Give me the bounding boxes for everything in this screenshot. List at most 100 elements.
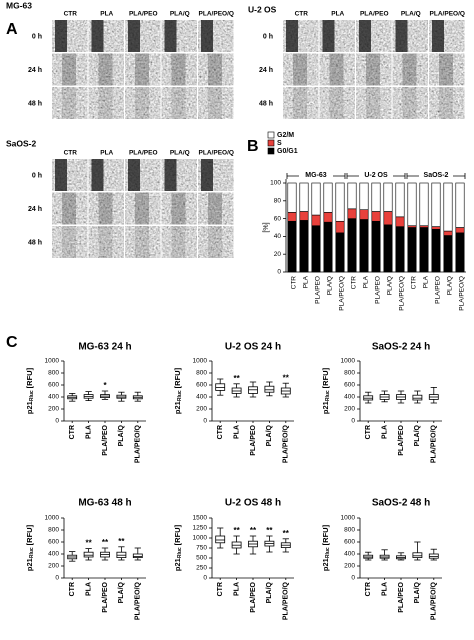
- x-tick-label: PLA/PEO/Q: [283, 424, 290, 463]
- bar-segment: [419, 227, 429, 273]
- y-tick-label: 250: [196, 565, 207, 572]
- wound-area: [208, 87, 222, 119]
- x-tick-label: PLA: [85, 582, 92, 596]
- y-tick-label: 400: [48, 394, 59, 401]
- wound-area: [135, 192, 149, 225]
- bar-segment: [311, 182, 321, 216]
- wound-area: [98, 87, 113, 119]
- micrograph: [161, 87, 197, 119]
- block-title: MG-63: [6, 0, 32, 10]
- row-label: 24 h: [28, 206, 42, 213]
- row-label: 24 h: [28, 67, 42, 74]
- y-label-unit: [RFU]: [321, 367, 330, 388]
- column-header: PLA/PEO: [129, 11, 158, 18]
- x-tick-label: PLA/PEO/Q: [431, 424, 438, 463]
- bar-segment: [443, 235, 453, 273]
- row-label: 0 h: [32, 34, 42, 41]
- wound-area: [171, 192, 186, 225]
- wound-area: [439, 53, 453, 86]
- x-tick-label: PLA: [85, 425, 92, 439]
- wound-area: [62, 192, 76, 225]
- x-tick-label: PLA/Q: [414, 581, 421, 603]
- y-axis-label: p21Rluc [RFU]: [173, 367, 183, 414]
- wound-area: [208, 53, 222, 86]
- x-tick-label: PLA: [381, 425, 388, 439]
- y-label-main: p21: [321, 558, 330, 571]
- column-header: CTR: [64, 11, 78, 18]
- y-tick-label: 800: [344, 527, 355, 534]
- box: [412, 394, 423, 401]
- x-tick-label: PLA/PEO: [250, 581, 257, 612]
- box: [215, 535, 226, 544]
- y-tick-label: 800: [344, 370, 355, 377]
- block-title: SaOS-2: [6, 138, 37, 148]
- y-tick-label: 600: [196, 382, 207, 389]
- row-label: 48 h: [28, 101, 42, 108]
- x-tick-label: PLA/Q: [266, 581, 273, 603]
- x-tick-label: PLA: [303, 275, 310, 288]
- y-label-subscript: Rluc: [29, 390, 35, 401]
- wound-area: [293, 87, 307, 119]
- y-label-unit: [RFU]: [321, 524, 330, 545]
- chart-title: SaOS-2 48 h: [372, 498, 430, 509]
- bar-segment: [359, 219, 369, 273]
- x-tick-label: PLA/PEO: [375, 276, 382, 304]
- bar-segment: [443, 230, 453, 236]
- y-tick-label: 200: [344, 406, 355, 413]
- y-tick-label: 1000: [341, 515, 356, 522]
- micrograph: [52, 192, 88, 225]
- bar-segment: [395, 182, 405, 218]
- micrograph: [88, 226, 124, 258]
- y-tick-label: 1250: [193, 525, 208, 532]
- column-header: PLA: [100, 150, 113, 157]
- wound-area: [171, 53, 186, 86]
- wound-area: [164, 20, 177, 52]
- significance-mark: **: [250, 526, 257, 535]
- wound-area: [91, 159, 104, 191]
- micrograph: [125, 87, 161, 119]
- wound-area: [293, 53, 307, 86]
- y-tick-label: 800: [48, 527, 59, 534]
- wound-area: [55, 159, 67, 191]
- x-tick-label: PLA/PEO/Q: [135, 424, 142, 463]
- block-title: U-2 OS: [248, 4, 277, 14]
- micrograph: [198, 53, 234, 86]
- bar-segment: [323, 212, 333, 223]
- bar-segment: [347, 218, 357, 273]
- bar-segment: [299, 182, 309, 212]
- y-axis-label: p21Rluc [RFU]: [25, 367, 35, 414]
- x-tick-label: PLA: [363, 275, 370, 288]
- x-tick-label: CTR: [365, 425, 372, 439]
- chart-title: U-2 OS 24 h: [225, 342, 281, 353]
- wound-area: [322, 20, 335, 52]
- column-header: PLA/PEO/Q: [430, 11, 465, 18]
- y-tick-label: 0: [351, 575, 355, 582]
- wound-area: [98, 192, 113, 225]
- y-tick-label: 40: [274, 233, 282, 240]
- micrograph: [356, 53, 392, 86]
- micrograph: [198, 87, 234, 119]
- y-tick-label: 600: [344, 382, 355, 389]
- x-tick-label: PLA/Q: [118, 581, 125, 603]
- wound-area: [164, 159, 177, 191]
- y-label-unit: [RFU]: [173, 524, 182, 545]
- x-tick-label: PLA/PEO: [102, 581, 109, 612]
- row-label: 0 h: [32, 173, 42, 180]
- group-label: U-2 OS: [364, 172, 388, 179]
- legend-swatch: [267, 139, 275, 147]
- wound-area: [171, 87, 186, 119]
- significance-mark: **: [118, 537, 125, 546]
- micrograph: [198, 192, 234, 225]
- wound-area: [135, 87, 149, 119]
- wound-area: [135, 226, 149, 258]
- group-label-bg: [299, 170, 333, 181]
- significance-mark: **: [283, 373, 290, 382]
- wound-area: [208, 192, 222, 225]
- x-tick-label: PLA/PEO: [398, 424, 405, 455]
- wound-area: [402, 53, 417, 86]
- group-label-bg: [359, 170, 393, 181]
- x-tick-label: PLA/PEO/Q: [459, 276, 466, 311]
- y-tick-label: 1000: [45, 358, 60, 365]
- box: [264, 385, 275, 393]
